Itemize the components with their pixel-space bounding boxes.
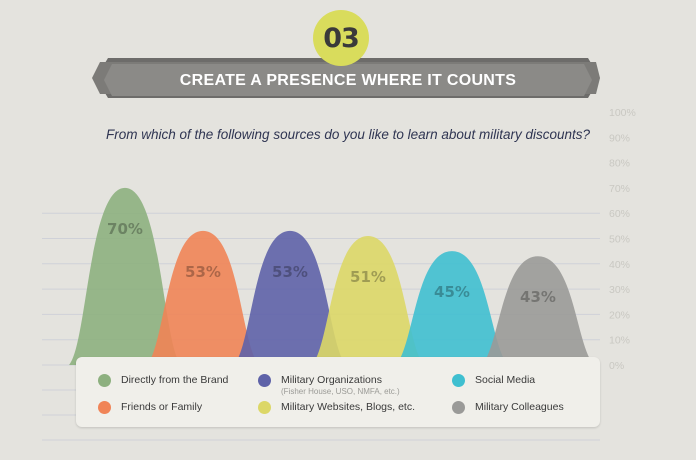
peak-2 <box>147 230 259 365</box>
data-label-3: 53% <box>272 263 308 281</box>
y-tick-label: 100% <box>609 107 636 119</box>
y-tick-label: 70% <box>609 183 630 195</box>
data-labels: 70% 53% 53% 51% 45% 43% <box>107 220 556 306</box>
data-label-2: 53% <box>185 263 221 281</box>
legend-item-military-colleagues: Military Colleagues <box>452 401 564 414</box>
legend-item-military-organizations: Military Organizations (Fisher House, USO… <box>258 374 400 397</box>
title-ribbon <box>92 58 600 98</box>
y-tick-label: 50% <box>609 234 630 246</box>
peak-3 <box>234 230 346 365</box>
y-axis-ticks: 0% 10% 20% 30% 40% 50% 60% 70% 80% 90% 100% <box>609 107 636 372</box>
y-tick-label: 90% <box>609 132 630 144</box>
legend-label: Friends or Family <box>121 401 203 413</box>
data-label-6: 43% <box>520 288 556 306</box>
legend-dot <box>258 401 271 414</box>
section-number: 03 <box>323 22 360 54</box>
legend-dot <box>452 374 465 387</box>
data-label-4: 51% <box>350 268 386 286</box>
legend-label: Military Colleagues <box>475 401 564 413</box>
legend: Directly from the Brand Friends or Famil… <box>76 357 600 427</box>
y-tick-label: 30% <box>609 284 630 296</box>
peaks <box>69 187 594 365</box>
y-tick-label: 20% <box>609 309 630 321</box>
legend-dot <box>98 401 111 414</box>
legend-item-directly-from-the-brand: Directly from the Brand <box>98 374 228 387</box>
peak-4 <box>312 235 424 365</box>
section-number-badge: 03 <box>313 10 369 66</box>
legend-sublabel: (Fisher House, USO, NMFA, etc.) <box>281 387 400 396</box>
banner-title: CREATE A PRESENCE WHERE IT COUNTS <box>179 72 517 89</box>
legend-item-social-media: Social Media <box>452 374 535 387</box>
y-tick-label: 80% <box>609 158 630 170</box>
data-label-5: 45% <box>434 283 470 301</box>
y-tick-label: 0% <box>609 360 624 372</box>
legend-label: Directly from the Brand <box>121 374 229 386</box>
y-tick-label: 10% <box>609 335 630 347</box>
legend-label: Military Organizations <box>281 374 382 386</box>
legend-item-friends-or-family: Friends or Family <box>98 401 202 414</box>
peak-1 <box>69 187 181 365</box>
survey-question: From which of the following sources do y… <box>106 127 590 142</box>
legend-dot <box>452 401 465 414</box>
peak-6 <box>482 256 594 365</box>
legend-dot <box>258 374 271 387</box>
peak-5 <box>396 251 508 365</box>
legend-dot <box>98 374 111 387</box>
y-tick-label: 40% <box>609 259 630 271</box>
legend-item-military-websites-blogs: Military Websites, Blogs, etc. <box>258 401 415 414</box>
data-label-1: 70% <box>107 220 143 238</box>
y-tick-label: 60% <box>609 208 630 220</box>
legend-label: Military Websites, Blogs, etc. <box>281 401 416 413</box>
legend-label: Social Media <box>475 374 536 386</box>
